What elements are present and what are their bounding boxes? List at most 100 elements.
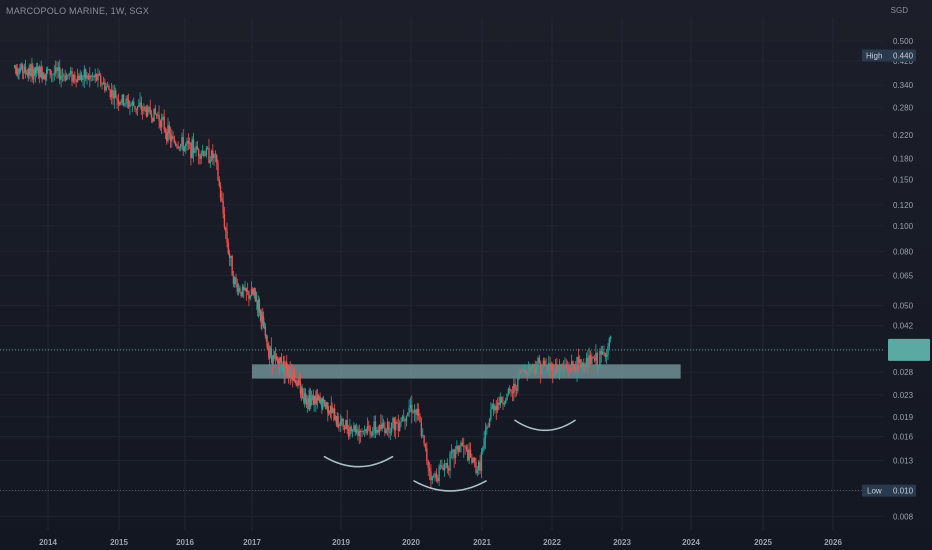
candle-body <box>25 72 28 75</box>
candle-body <box>59 67 61 80</box>
candle-body <box>28 68 30 76</box>
candle-body <box>133 101 135 106</box>
candle-body <box>419 415 421 423</box>
candle-body <box>148 107 150 108</box>
y-tick-label: 0.180 <box>893 154 914 163</box>
candle-body <box>20 68 22 70</box>
currency-label: SGD <box>890 6 908 15</box>
candle-body <box>372 430 374 436</box>
grid <box>0 18 884 530</box>
candle-body <box>438 466 440 482</box>
candle-body <box>13 65 16 67</box>
candle-body <box>203 151 205 157</box>
candle-body <box>319 396 321 402</box>
candle-body <box>347 429 350 437</box>
y-tick-label: 0.013 <box>893 456 914 465</box>
candle-body <box>154 108 156 114</box>
candle-body <box>350 426 352 432</box>
candle-body <box>537 357 539 368</box>
candle-body <box>577 356 580 364</box>
x-tick-label: 2017 <box>243 538 261 547</box>
candle-body <box>514 383 516 389</box>
candle-body <box>415 409 417 415</box>
candle-body <box>87 75 90 80</box>
candle-body <box>298 381 301 383</box>
candle-body <box>149 107 151 115</box>
candle-body <box>534 367 537 373</box>
candle-body <box>522 369 524 372</box>
candle-body <box>428 467 431 472</box>
candle-body <box>460 442 462 447</box>
candle-body <box>139 102 141 105</box>
candle-body <box>250 289 253 297</box>
candle-body <box>471 457 473 463</box>
candle-body <box>182 137 184 152</box>
candle-body <box>593 358 596 361</box>
pattern-arcs-layer <box>323 419 576 492</box>
candle-body <box>312 396 314 406</box>
candle-body <box>169 133 172 142</box>
candle-body <box>446 463 449 469</box>
candle-body <box>388 422 390 433</box>
candle-body <box>463 445 465 447</box>
candle-body <box>325 404 327 406</box>
candle-body <box>533 364 535 368</box>
candle-body <box>324 404 326 407</box>
candle-body <box>335 420 338 425</box>
candle-body <box>490 408 492 419</box>
candle-body <box>256 301 258 302</box>
candle-body <box>260 310 262 323</box>
candle-body <box>454 449 457 458</box>
candle-body <box>162 116 164 119</box>
candle-body <box>488 418 491 428</box>
candle-body <box>472 458 474 463</box>
candle-body <box>26 72 29 75</box>
candle-body <box>447 468 450 471</box>
candle-body <box>332 411 334 413</box>
pattern-arc <box>323 455 394 468</box>
candle-body <box>236 284 239 292</box>
candle-body <box>197 149 200 156</box>
x-tick-label: 2019 <box>332 538 350 547</box>
candle-body <box>585 357 588 368</box>
low-marker-box <box>862 484 916 497</box>
y-tick-label: 0.042 <box>893 322 914 331</box>
candle-body <box>511 391 514 393</box>
candle-body <box>164 129 167 132</box>
candle-body <box>588 354 590 367</box>
candle-body <box>176 145 178 147</box>
candle-body <box>328 410 331 414</box>
candle-body <box>552 364 554 376</box>
candle-body <box>76 75 79 82</box>
y-tick-label: 0.150 <box>893 175 914 184</box>
candle-body <box>556 364 558 374</box>
candle-body <box>439 465 442 467</box>
candle-body <box>381 423 383 430</box>
candle-body <box>68 73 70 76</box>
candle-body <box>196 146 199 150</box>
candle-body <box>34 67 36 74</box>
y-tick-label: 0.028 <box>893 368 914 377</box>
candle-body <box>557 367 559 374</box>
candle-body <box>377 429 379 433</box>
candle-body <box>317 395 320 401</box>
candle-body <box>100 75 102 85</box>
candle-body <box>60 76 62 80</box>
candle-body <box>270 347 273 356</box>
candle-body <box>42 73 44 79</box>
candle-body <box>475 461 477 474</box>
candle-body <box>432 476 435 478</box>
candle-body <box>420 422 423 437</box>
candle-body <box>565 365 567 368</box>
candle-body <box>61 75 64 77</box>
candle-body <box>498 402 500 405</box>
candle-body <box>370 434 373 436</box>
candle-body <box>125 98 127 104</box>
candle-body <box>131 101 134 105</box>
candle-body <box>517 375 519 391</box>
candle-body <box>603 351 605 353</box>
candle-body <box>482 447 484 452</box>
candle-body <box>17 73 19 75</box>
candle-body <box>354 425 356 433</box>
